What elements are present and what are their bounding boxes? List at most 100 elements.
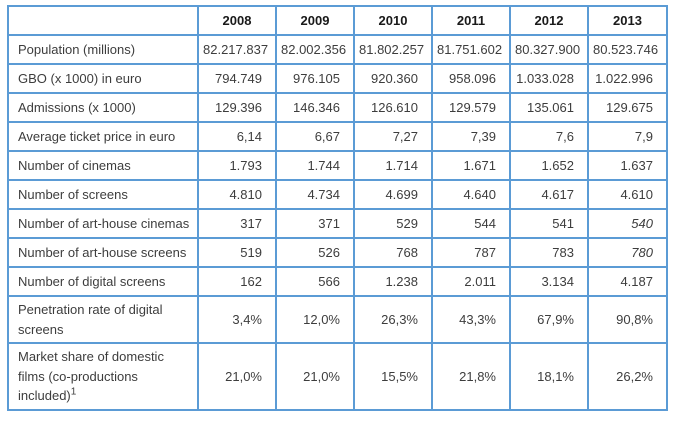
row-label-cell: Number of art-house cinemas [7, 208, 199, 239]
value-cell: 146.346 [275, 92, 355, 123]
value-cell: 1.637 [587, 150, 668, 181]
row-label-cell: Number of art-house screens [7, 237, 199, 268]
value-cell: 43,3% [431, 295, 511, 344]
year-column-header: 2012 [509, 5, 589, 36]
value-cell: 126.610 [353, 92, 433, 123]
row-label-cell: GBO (x 1000) in euro [7, 63, 199, 94]
value-cell: 129.579 [431, 92, 511, 123]
row-label: GBO (x 1000) in euro [18, 70, 142, 86]
row-label-cell: Penetration rate of digital screens [7, 295, 199, 344]
value-cell: 7,39 [431, 121, 511, 152]
row-label: Population (millions) [18, 41, 136, 57]
value-cell: 4.810 [197, 179, 277, 210]
value-cell: 4.699 [353, 179, 433, 210]
cinema-statistics-table: 2008 2009 2010 2011 2012 2013 Population (mil… [7, 5, 668, 411]
value-cell: 783 [509, 237, 589, 268]
row-label: Number of art-house screens [18, 244, 187, 260]
table-header-row: 2008 2009 2010 2011 2012 2013 [7, 5, 668, 36]
row-label: Admissions (x 1000) [18, 99, 136, 115]
table-row: Population (millions) 82.217.837 82.002.35… [7, 34, 668, 65]
year-column-header: 2011 [431, 5, 511, 36]
value-cell: 7,6 [509, 121, 589, 152]
value-cell: 7,27 [353, 121, 433, 152]
value-cell: 794.749 [197, 63, 277, 94]
row-label: Number of art-house cinemas [18, 215, 190, 231]
value-cell: 768 [353, 237, 433, 268]
year-column-header: 2009 [275, 5, 355, 36]
value-cell: 541 [509, 208, 589, 239]
value-cell: 1.744 [275, 150, 355, 181]
value-cell: 526 [275, 237, 355, 268]
value-cell: 1.793 [197, 150, 277, 181]
value-cell: 519 [197, 237, 277, 268]
value-cell: 317 [197, 208, 277, 239]
value-cell: 6,67 [275, 121, 355, 152]
value-cell: 7,9 [587, 121, 668, 152]
value-cell: 90,8% [587, 295, 668, 344]
value-cell: 3,4% [197, 295, 277, 344]
value-cell: 4.187 [587, 266, 668, 297]
value-cell: 21,0% [197, 342, 277, 411]
value-cell: 26,2% [587, 342, 668, 411]
value-cell: 1.033.028 [509, 63, 589, 94]
year-column-header: 2013 [587, 5, 668, 36]
value-cell: 162 [197, 266, 277, 297]
value-cell: 1.022.996 [587, 63, 668, 94]
value-cell: 976.105 [275, 63, 355, 94]
table-row: Number of art-house screens 519 526 768 787 7… [7, 237, 668, 268]
value-cell: 67,9% [509, 295, 589, 344]
row-label: Market share of domestic films (co-produ… [18, 349, 164, 403]
value-cell: 920.360 [353, 63, 433, 94]
table-row: Number of digital screens 162 566 1.238 2.01… [7, 266, 668, 297]
footnote-marker: 1 [70, 386, 77, 398]
value-cell: 4.617 [509, 179, 589, 210]
value-cell: 529 [353, 208, 433, 239]
table-row: Number of screens 4.810 4.734 4.699 4.640 4.6… [7, 179, 668, 210]
value-cell: 6,14 [197, 121, 277, 152]
value-cell: 371 [275, 208, 355, 239]
table-row: Penetration rate of digital screens 3,4% 1… [7, 295, 668, 344]
value-cell: 4.640 [431, 179, 511, 210]
value-cell: 3.134 [509, 266, 589, 297]
value-cell: 4.610 [587, 179, 668, 210]
value-cell: 566 [275, 266, 355, 297]
value-cell: 18,1% [509, 342, 589, 411]
row-label: Number of cinemas [18, 157, 131, 173]
row-label: Average ticket price in euro [18, 128, 176, 144]
value-cell: 958.096 [431, 63, 511, 94]
value-cell: 780 [587, 237, 668, 268]
value-cell: 129.675 [587, 92, 668, 123]
row-label: Penetration rate of digital screens [18, 302, 163, 337]
value-cell: 81.751.602 [431, 34, 511, 65]
row-label-cell: Population (millions) [7, 34, 199, 65]
value-cell: 82.217.837 [197, 34, 277, 65]
value-cell: 82.002.356 [275, 34, 355, 65]
value-cell: 15,5% [353, 342, 433, 411]
value-cell: 544 [431, 208, 511, 239]
table-row: Average ticket price in euro 6,14 6,67 7,27… [7, 121, 668, 152]
row-label: Number of screens [18, 186, 128, 202]
row-label-cell: Number of digital screens [7, 266, 199, 297]
table-row: GBO (x 1000) in euro 794.749 976.105 920.36… [7, 63, 668, 94]
value-cell: 1.671 [431, 150, 511, 181]
value-cell: 80.327.900 [509, 34, 589, 65]
value-cell: 81.802.257 [353, 34, 433, 65]
value-cell: 1.238 [353, 266, 433, 297]
value-cell: 1.714 [353, 150, 433, 181]
row-label-cell: Average ticket price in euro [7, 121, 199, 152]
corner-header-cell [7, 5, 199, 36]
value-cell: 80.523.746 [587, 34, 668, 65]
year-column-header: 2008 [197, 5, 277, 36]
value-cell: 129.396 [197, 92, 277, 123]
value-cell: 540 [587, 208, 668, 239]
row-label: Number of digital screens [18, 273, 166, 289]
value-cell: 4.734 [275, 179, 355, 210]
row-label-cell: Number of cinemas [7, 150, 199, 181]
value-cell: 135.061 [509, 92, 589, 123]
value-cell: 2.011 [431, 266, 511, 297]
table-row: Number of cinemas 1.793 1.744 1.714 1.671 1.6… [7, 150, 668, 181]
value-cell: 21,0% [275, 342, 355, 411]
table-row: Admissions (x 1000) 129.396 146.346 126.610… [7, 92, 668, 123]
value-cell: 1.652 [509, 150, 589, 181]
statistics-table-container: 2008 2009 2010 2011 2012 2013 Population (mil… [7, 5, 668, 411]
